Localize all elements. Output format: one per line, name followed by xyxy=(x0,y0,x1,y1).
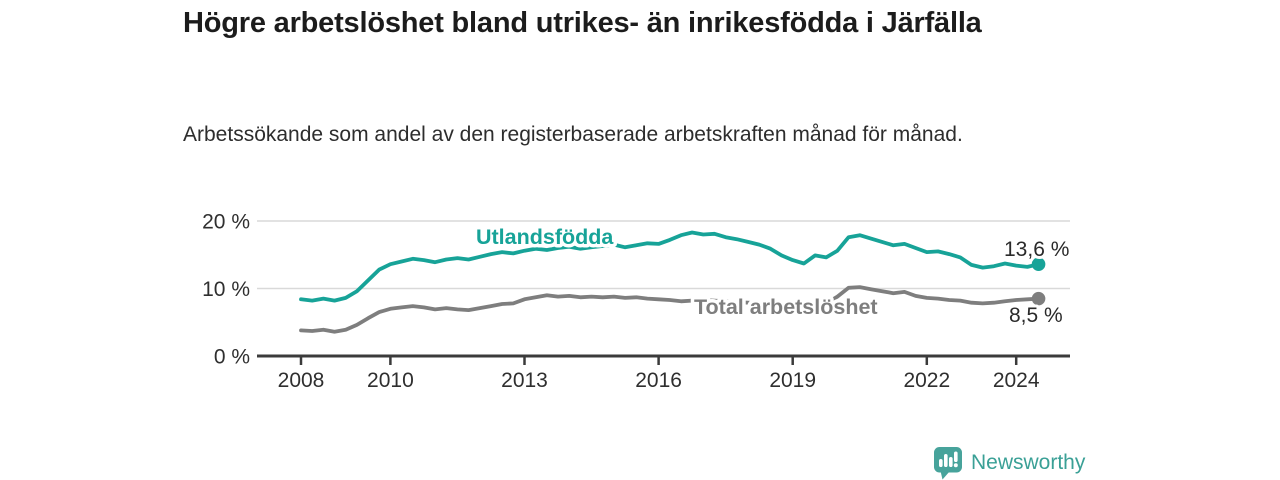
series-end-value-label: 8,5 % xyxy=(1009,304,1063,327)
x-tick-label: 2024 xyxy=(993,369,1040,392)
series-label: Total arbetslöshet xyxy=(694,295,878,319)
x-tick-label: 2013 xyxy=(501,369,548,392)
series-end-dot xyxy=(1031,291,1046,306)
series-line-utlandsf-dda xyxy=(299,230,1041,303)
x-tick-label: 2019 xyxy=(769,369,816,392)
x-tick-label: 2010 xyxy=(367,369,414,392)
series-end-dot xyxy=(1031,257,1046,272)
newsworthy-logo: Newsworthy xyxy=(933,446,1085,480)
chart-title: Högre arbetslöshet bland utrikes- än inr… xyxy=(183,7,982,39)
y-tick-label: 10 % xyxy=(202,278,250,301)
newsworthy-logo-text: Newsworthy xyxy=(971,451,1086,474)
series-line-total-arbetsl-shet xyxy=(299,285,1041,334)
y-tick-label: 0 % xyxy=(214,346,250,369)
unemployment-line-chart: 0 % 10 % 20 % 2008 2010 2013 2016 2019 2022 2024 U… xyxy=(202,210,1070,392)
y-tick-label: 20 % xyxy=(202,211,250,234)
x-tick-label: 2008 xyxy=(278,369,325,392)
chart-subtitle: Arbetssökande som andel av den registerb… xyxy=(183,123,963,146)
bar-chart-speech-bubble-icon xyxy=(934,447,962,480)
x-tick-label: 2016 xyxy=(635,369,682,392)
x-tick-label: 2022 xyxy=(903,369,950,392)
series-label: Utlandsfödda xyxy=(476,225,614,249)
series-end-value-label: 13,6 % xyxy=(1004,238,1069,261)
